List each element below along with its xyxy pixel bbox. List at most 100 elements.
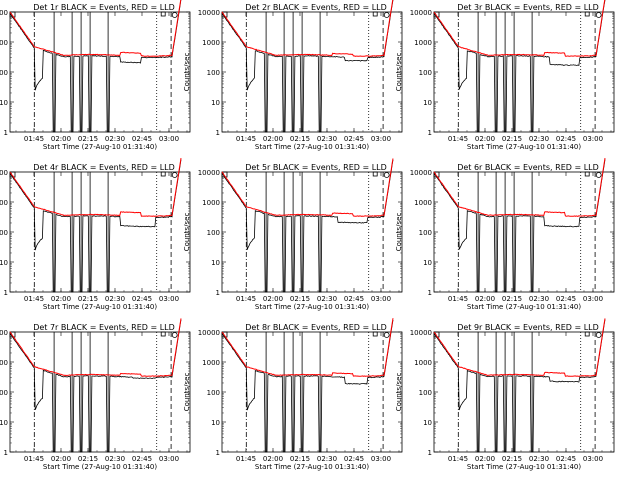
x-tick-label: 02:30 <box>529 295 549 303</box>
y-tick-label: 1 <box>428 449 432 457</box>
x-tick-label: 02:00 <box>475 295 495 303</box>
x-tick-label: 03:00 <box>371 135 391 143</box>
x-tick-label: 03:00 <box>159 455 179 463</box>
panel-title: Det 5r BLACK = Events, RED = LLD <box>245 163 387 172</box>
y-tick-label: 100 <box>0 229 8 237</box>
lld-series-line <box>221 318 394 377</box>
events-series-line <box>221 159 394 293</box>
plot-frame <box>433 11 615 133</box>
panel-title: Det 2r BLACK = Events, RED = LLD <box>245 3 387 12</box>
y-tick-label: 100 <box>207 229 220 237</box>
y-tick-label: 1 <box>4 129 8 137</box>
x-tick-label: 02:45 <box>556 295 576 303</box>
y-axis-label: Counts/sec <box>183 373 191 412</box>
detector-panel: Det 1r BLACK = Events, RED = LLD 1 10 100 10… <box>0 0 191 151</box>
y-tick-label: 10000 <box>410 329 432 337</box>
detector-panel: Det 6r BLACK = Events, RED = LLD 1 10 100 10… <box>395 158 615 311</box>
x-tick-label: 02:15 <box>78 295 98 303</box>
x-axis-label: Start Time (27-Aug-10 01:31:40) <box>255 303 369 311</box>
y-tick-label: 1000 <box>202 39 220 47</box>
y-tick-label: 10000 <box>0 329 8 337</box>
x-axis-label: Start Time (27-Aug-10 01:31:40) <box>43 463 157 471</box>
x-tick-label: 02:00 <box>263 135 283 143</box>
circle-marker <box>171 172 178 178</box>
y-tick-label: 10000 <box>410 169 432 177</box>
x-tick-label: 02:45 <box>132 455 152 463</box>
detector-panel: Det 2r BLACK = Events, RED = LLD 1 10 100 10… <box>183 0 403 151</box>
events-series-line <box>433 319 606 453</box>
events-series-line <box>9 319 182 453</box>
y-tick-label: 1 <box>216 129 220 137</box>
x-tick-label: 02:15 <box>78 135 98 143</box>
plot-frame <box>221 11 403 133</box>
y-tick-label: 100 <box>207 69 220 77</box>
plot-frame <box>433 331 615 453</box>
lld-series-line <box>9 158 182 217</box>
events-series-line <box>9 159 182 293</box>
x-tick-label: 02:15 <box>78 455 98 463</box>
events-series-line <box>9 0 182 133</box>
y-tick-label: 1000 <box>414 359 432 367</box>
x-tick-label: 02:30 <box>317 295 337 303</box>
x-tick-label: 02:00 <box>263 295 283 303</box>
panel-title: Det 7r BLACK = Events, RED = LLD <box>33 323 175 332</box>
x-tick-label: 02:30 <box>529 455 549 463</box>
events-series-line <box>221 0 394 133</box>
x-tick-label: 02:45 <box>344 455 364 463</box>
y-tick-label: 10000 <box>198 329 220 337</box>
panel-title: Det 3r BLACK = Events, RED = LLD <box>457 3 599 12</box>
detector-panel: Det 7r BLACK = Events, RED = LLD 1 10 100 10… <box>0 318 191 471</box>
plot-frame <box>433 171 615 293</box>
y-tick-label: 1000 <box>0 359 8 367</box>
y-axis-label: Counts/sec <box>395 373 403 412</box>
detector-panel: Det 5r BLACK = Events, RED = LLD 1 10 100 10… <box>183 158 403 311</box>
plot-frame <box>9 171 191 293</box>
x-tick-label: 01:45 <box>24 135 44 143</box>
circle-marker <box>171 332 178 338</box>
detector-panel: Det 3r BLACK = Events, RED = LLD 1 10 100 10… <box>395 0 615 151</box>
y-axis-label: Counts/sec <box>183 213 191 252</box>
x-axis-label: Start Time (27-Aug-10 01:31:40) <box>467 303 581 311</box>
y-tick-label: 1 <box>4 449 8 457</box>
x-tick-label: 02:30 <box>317 455 337 463</box>
x-tick-label: 02:30 <box>105 295 125 303</box>
lld-series-line <box>9 0 182 57</box>
y-axis-label: Counts/sec <box>395 213 403 252</box>
square-marker-right <box>372 11 378 17</box>
x-tick-label: 01:45 <box>24 455 44 463</box>
y-tick-label: 100 <box>0 69 8 77</box>
x-tick-label: 01:45 <box>236 455 256 463</box>
y-tick-label: 10 <box>423 259 432 267</box>
lld-series-line <box>221 158 394 217</box>
y-tick-label: 100 <box>419 229 432 237</box>
x-tick-label: 02:45 <box>344 295 364 303</box>
x-tick-label: 01:45 <box>24 295 44 303</box>
square-marker-right <box>584 331 590 337</box>
y-tick-label: 100 <box>207 389 220 397</box>
x-tick-label: 03:00 <box>159 135 179 143</box>
x-tick-label: 02:45 <box>556 135 576 143</box>
x-tick-label: 02:00 <box>51 295 71 303</box>
y-tick-label: 10000 <box>0 169 8 177</box>
x-tick-label: 02:45 <box>556 455 576 463</box>
y-tick-label: 100 <box>0 389 8 397</box>
x-axis-label: Start Time (27-Aug-10 01:31:40) <box>43 303 157 311</box>
y-tick-label: 10000 <box>410 9 432 17</box>
y-tick-label: 1000 <box>202 199 220 207</box>
y-tick-label: 10000 <box>0 9 8 17</box>
y-tick-label: 1000 <box>0 39 8 47</box>
plot-frame <box>9 11 191 133</box>
x-tick-label: 01:45 <box>448 135 468 143</box>
circle-marker <box>383 172 390 178</box>
y-tick-label: 10000 <box>198 169 220 177</box>
square-marker-right <box>584 171 590 177</box>
events-series-line <box>433 0 606 133</box>
y-tick-label: 100 <box>419 69 432 77</box>
x-axis-label: Start Time (27-Aug-10 01:31:40) <box>467 143 581 151</box>
x-tick-label: 03:00 <box>583 135 603 143</box>
circle-marker <box>171 12 178 18</box>
y-tick-label: 1 <box>216 289 220 297</box>
y-axis-label: Counts/sec <box>183 53 191 92</box>
x-tick-label: 02:45 <box>132 295 152 303</box>
square-marker-right <box>372 171 378 177</box>
